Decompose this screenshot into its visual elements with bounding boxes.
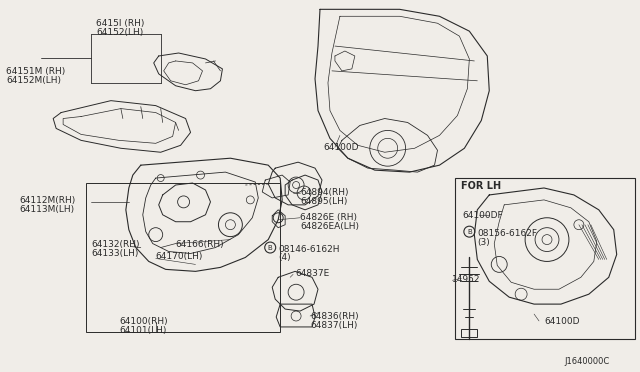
Text: 64826E (RH): 64826E (RH) bbox=[300, 213, 357, 222]
Bar bbox=[461, 329, 477, 337]
Text: 64894(RH): 64894(RH) bbox=[300, 188, 349, 197]
Text: B: B bbox=[268, 244, 273, 250]
Text: 64151M (RH): 64151M (RH) bbox=[6, 67, 66, 76]
Bar bbox=[86, 183, 280, 332]
Text: 14952: 14952 bbox=[452, 275, 481, 284]
Text: (4): (4) bbox=[278, 253, 291, 263]
Text: 64837(LH): 64837(LH) bbox=[310, 321, 357, 330]
Text: 64152(LH): 64152(LH) bbox=[96, 28, 143, 37]
Text: 08146-6162H: 08146-6162H bbox=[278, 244, 340, 254]
Text: 64133(LH): 64133(LH) bbox=[91, 248, 138, 257]
Text: 64112M(RH): 64112M(RH) bbox=[19, 196, 76, 205]
Text: 64101(LH): 64101(LH) bbox=[119, 326, 166, 335]
Text: 64836(RH): 64836(RH) bbox=[310, 312, 358, 321]
Text: 64100(RH): 64100(RH) bbox=[119, 317, 168, 326]
Text: 64100D: 64100D bbox=[544, 317, 580, 326]
Text: 64113M(LH): 64113M(LH) bbox=[19, 205, 74, 214]
Text: 64132(RH): 64132(RH) bbox=[91, 240, 140, 248]
Text: 6415I (RH): 6415I (RH) bbox=[96, 19, 145, 28]
Text: (3): (3) bbox=[477, 238, 490, 247]
Text: B: B bbox=[467, 229, 472, 235]
Text: 64166(RH): 64166(RH) bbox=[175, 240, 224, 248]
Text: 64100DF: 64100DF bbox=[462, 211, 503, 220]
Text: 64170(LH): 64170(LH) bbox=[156, 253, 203, 262]
Text: FOR LH: FOR LH bbox=[461, 181, 502, 191]
Bar bbox=[456, 178, 635, 339]
Text: 64826EA(LH): 64826EA(LH) bbox=[300, 222, 359, 231]
Text: 64895(LH): 64895(LH) bbox=[300, 197, 348, 206]
Text: J1640000C: J1640000C bbox=[564, 357, 609, 366]
Text: 08156-6162F: 08156-6162F bbox=[477, 229, 538, 238]
Text: 64152M(LH): 64152M(LH) bbox=[6, 76, 61, 85]
Text: 64837E: 64837E bbox=[295, 269, 330, 278]
Text: 64100D: 64100D bbox=[323, 143, 358, 152]
